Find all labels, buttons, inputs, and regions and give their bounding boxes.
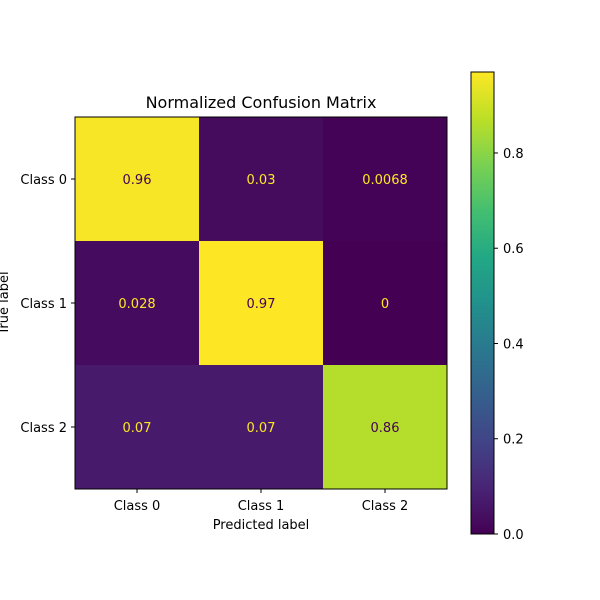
heatmap-cell-r2-c0	[75, 365, 200, 490]
colorbar-tick-label-4: 0.8	[503, 147, 524, 162]
heatmap-cell-r0-c1	[199, 117, 324, 242]
colorbar-tick-label-2: 0.4	[503, 337, 524, 352]
colorbar-tick-label-3: 0.6	[503, 242, 524, 257]
heatmap-cell-labels: 0.96 0.03 0.0068 0.028 0.97 0 0.07 0.07 0.86	[118, 173, 407, 436]
cell-value-label-r0-c1: 0.03	[247, 173, 276, 188]
heatmap-cell-r1-c0	[75, 241, 200, 366]
cell-value-label-r2-c1: 0.07	[247, 421, 276, 436]
colorbar-ticks: 0.0 0.2 0.4 0.6 0.8	[494, 147, 524, 543]
heatmap-cell-r2-c1	[199, 365, 324, 490]
cell-value-label-r1-c1: 0.97	[247, 297, 276, 312]
y-tick-label-2: Class 2	[20, 421, 67, 436]
colorbar-tick-label-0: 0.0	[503, 528, 524, 543]
cell-value-label-r0-c0: 0.96	[123, 173, 152, 188]
y-axis-label: True label	[0, 271, 12, 335]
y-axis-ticks: Class 0 Class 1 Class 2	[20, 173, 75, 436]
cell-value-label-r1-c2: 0	[381, 297, 389, 312]
y-tick-label-0: Class 0	[20, 173, 67, 188]
heatmap-cell-r2-c2	[323, 365, 448, 490]
x-axis-ticks: Class 0 Class 1 Class 2	[114, 489, 409, 514]
x-tick-label-1: Class 1	[238, 499, 285, 514]
cell-value-label-r2-c0: 0.07	[123, 421, 152, 436]
colorbar-tick-label-1: 0.2	[503, 433, 524, 448]
chart-title: Normalized Confusion Matrix	[146, 93, 377, 112]
colorbar	[470, 71, 495, 535]
x-axis-label: Predicted label	[213, 518, 310, 533]
cell-value-label-r1-c0: 0.028	[118, 297, 155, 312]
y-tick-label-1: Class 1	[20, 297, 67, 312]
x-tick-label-2: Class 2	[362, 499, 409, 514]
cell-value-label-r2-c2: 0.86	[371, 421, 400, 436]
cell-value-label-r0-c2: 0.0068	[362, 173, 408, 188]
heatmap-cell-r0-c0	[75, 117, 200, 242]
x-tick-label-0: Class 0	[114, 499, 161, 514]
heatmap-cell-r0-c2	[323, 117, 448, 242]
heatmap-cells	[75, 117, 448, 490]
heatmap-cell-r1-c1	[199, 241, 324, 366]
heatmap-cell-r1-c2	[323, 241, 448, 366]
